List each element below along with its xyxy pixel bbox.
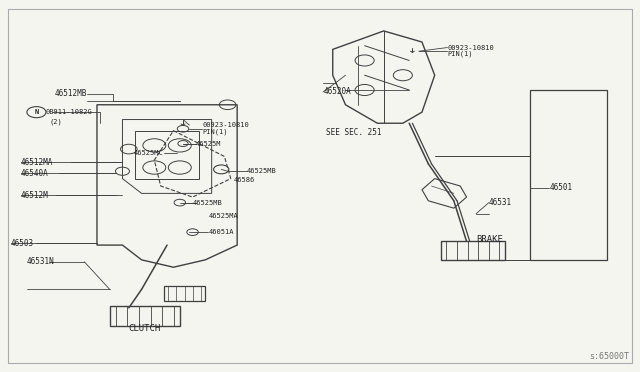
Text: 00923-10810: 00923-10810 — [447, 45, 494, 51]
Text: 46512MA: 46512MA — [20, 157, 53, 167]
Text: PIN(1): PIN(1) — [447, 51, 473, 57]
Text: 46512MB: 46512MB — [55, 89, 88, 98]
Text: 46525MB: 46525MB — [246, 168, 276, 174]
Text: 46525MA: 46525MA — [209, 212, 238, 218]
Text: 46525M: 46525M — [196, 141, 221, 147]
Text: 46531N: 46531N — [27, 257, 54, 266]
Text: N: N — [35, 109, 38, 115]
Text: 46525MB: 46525MB — [193, 200, 222, 206]
Text: 46501: 46501 — [549, 183, 573, 192]
Text: s:65000T: s:65000T — [589, 352, 629, 361]
Text: PIN(1): PIN(1) — [202, 128, 228, 135]
Text: 46503: 46503 — [11, 239, 34, 248]
Text: 46586: 46586 — [234, 177, 255, 183]
Text: 46531: 46531 — [489, 198, 512, 207]
Text: BRAKE: BRAKE — [476, 235, 503, 244]
Text: 46512M: 46512M — [20, 191, 48, 200]
Text: CLUTCH: CLUTCH — [129, 324, 161, 333]
Text: 46525MC: 46525MC — [134, 150, 164, 156]
Text: (2): (2) — [49, 118, 62, 125]
Text: 46540A: 46540A — [20, 169, 48, 177]
Text: SEE SEC. 251: SEE SEC. 251 — [326, 128, 382, 137]
Text: 46051A: 46051A — [209, 229, 234, 235]
Text: 46520A: 46520A — [323, 87, 351, 96]
Text: 0B911-1082G: 0B911-1082G — [46, 109, 93, 115]
Text: 00923-10810: 00923-10810 — [202, 122, 249, 128]
